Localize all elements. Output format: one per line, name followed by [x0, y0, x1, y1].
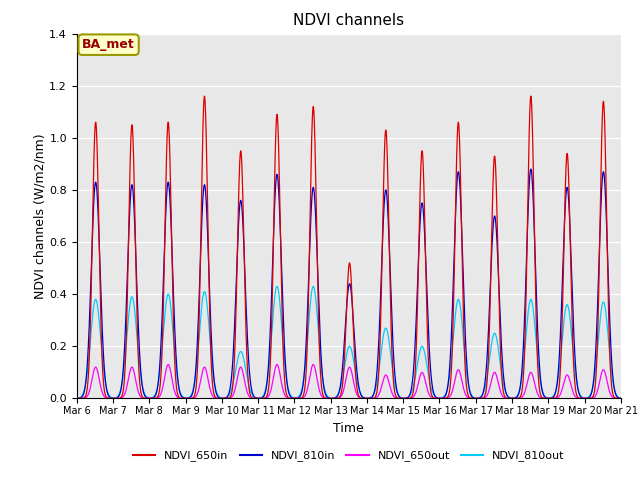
X-axis label: Time: Time [333, 421, 364, 434]
Y-axis label: NDVI channels (W/m2/nm): NDVI channels (W/m2/nm) [33, 133, 47, 299]
Text: BA_met: BA_met [82, 38, 135, 51]
Title: NDVI channels: NDVI channels [293, 13, 404, 28]
Legend: NDVI_650in, NDVI_810in, NDVI_650out, NDVI_810out: NDVI_650in, NDVI_810in, NDVI_650out, NDV… [129, 446, 569, 466]
